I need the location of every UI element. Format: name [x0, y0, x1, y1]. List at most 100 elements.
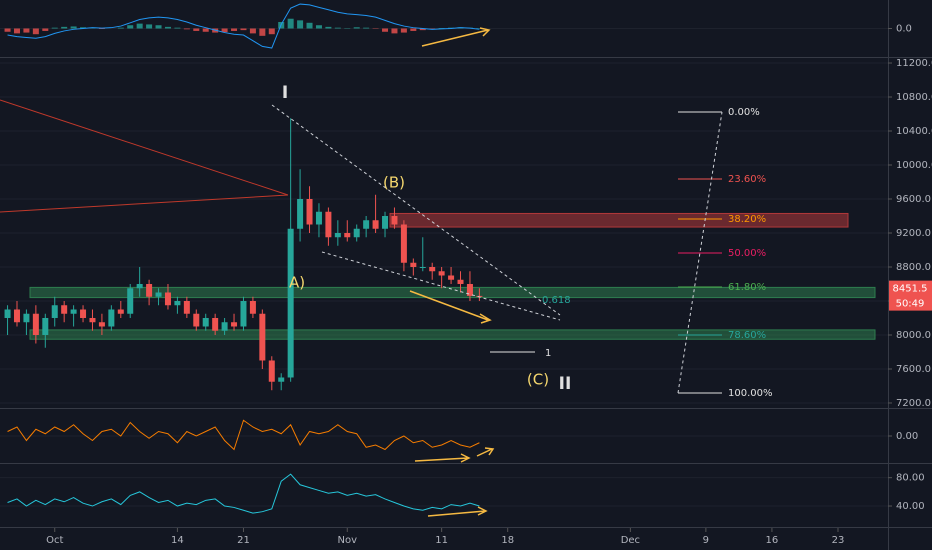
fib-label: 38.20%: [728, 214, 766, 225]
x-tick-label: 16: [766, 535, 779, 546]
candle-body: [13, 309, 20, 323]
candle-body: [61, 305, 68, 314]
histogram-bar: [23, 28, 30, 33]
price-tag: [889, 280, 932, 311]
histogram-bar: [382, 28, 389, 32]
candle-body: [32, 313, 39, 335]
wedge-line: [271, 104, 561, 316]
trend-line: [0, 99, 289, 196]
candle-body: [476, 295, 483, 297]
wave-label: (C): [527, 371, 549, 389]
candle-body: [391, 216, 398, 225]
candle-body: [268, 360, 275, 382]
candle-body: [174, 300, 181, 306]
histogram-bar: [306, 22, 313, 29]
histogram-bar: [51, 27, 58, 29]
candle-body: [410, 262, 417, 267]
x-tick-label: 14: [171, 535, 184, 546]
candle-body: [240, 300, 247, 327]
histogram-bar: [268, 28, 275, 35]
histogram-bar: [32, 28, 39, 35]
candle-body: [438, 271, 445, 276]
candle-body: [80, 309, 87, 318]
candle-body: [325, 211, 332, 238]
histogram-bar: [391, 28, 398, 34]
arrow: [414, 453, 471, 463]
candle-body: [4, 309, 11, 318]
histogram-bar: [42, 28, 49, 31]
candle-body: [108, 309, 115, 327]
zone: [29, 329, 876, 340]
arrow: [421, 27, 491, 47]
histogram-bar: [221, 28, 228, 33]
zone: [389, 212, 849, 228]
candle-body: [400, 224, 407, 263]
fib-label: 78.60%: [728, 330, 766, 341]
wave-label: (B): [383, 174, 405, 192]
histogram-bar: [325, 26, 332, 29]
candle-body: [202, 317, 209, 327]
x-tick-label: 21: [237, 535, 250, 546]
histogram-bar: [164, 26, 171, 29]
y-tick-label: 0.0: [896, 24, 912, 35]
x-tick-label: 11: [435, 535, 448, 546]
histogram-bar: [202, 28, 209, 32]
candle-body: [429, 266, 436, 272]
histogram-bar: [334, 27, 341, 29]
x-tick-label: 18: [501, 535, 514, 546]
fib-label: 23.60%: [728, 174, 766, 185]
candle-body: [164, 292, 171, 306]
candle-body: [457, 279, 464, 284]
candle-body: [315, 211, 322, 225]
histogram-bar: [353, 27, 360, 29]
x-tick-label: Dec: [621, 535, 640, 546]
zone: [29, 286, 876, 299]
annotations: I (B) A) (C) II 1 0.618: [282, 83, 571, 394]
candle-body: [155, 292, 162, 297]
x-tick-label: 23: [832, 535, 845, 546]
y-tick-label: 7600.0: [896, 364, 931, 375]
candle-body: [334, 233, 341, 238]
y-tick-label: 11200.0: [896, 58, 932, 69]
price-tag-label: 8451.5: [893, 284, 928, 295]
candle-body: [363, 220, 370, 229]
y-tick-label: 9200.0: [896, 228, 931, 239]
candle-body: [231, 322, 238, 327]
y-tick-label: 10000.0: [896, 160, 932, 171]
candle-body: [212, 317, 219, 331]
candle-body: [448, 275, 455, 280]
histogram-bar: [240, 28, 247, 31]
fib-label: 61.80%: [728, 282, 766, 293]
histogram-bar: [419, 28, 426, 31]
candle-body: [127, 288, 134, 314]
arrow: [427, 506, 488, 517]
histogram-bar: [61, 26, 68, 29]
histogram-bar: [315, 25, 322, 29]
y-tick-label: 40.00: [896, 501, 925, 512]
candle-body: [193, 313, 200, 327]
candle-body: [306, 199, 313, 225]
y-tick-label: 8800.0: [896, 262, 931, 273]
histogram-bar: [136, 23, 143, 29]
histogram-bar: [183, 28, 190, 30]
wave-label: A): [289, 274, 305, 292]
histogram-bar: [400, 28, 407, 33]
candle-body: [221, 322, 228, 331]
candle-body: [382, 216, 389, 229]
x-tick-label: Nov: [338, 535, 358, 546]
candle-body: [249, 300, 256, 314]
candle-body: [297, 199, 304, 229]
candle-body: [287, 228, 294, 378]
candle-body: [98, 322, 105, 327]
candle-body: [419, 266, 426, 268]
candle-body: [70, 309, 77, 314]
histogram-bar: [174, 27, 181, 29]
histogram-bar: [4, 28, 11, 32]
y-tick-label: 9600.0: [896, 194, 931, 205]
wave-label: I: [282, 83, 288, 103]
histogram-bar: [70, 26, 77, 29]
histogram-bar: [146, 24, 153, 29]
candle-body: [372, 220, 379, 229]
candle-body: [136, 283, 143, 289]
y-tick-label: 80.00: [896, 473, 925, 484]
